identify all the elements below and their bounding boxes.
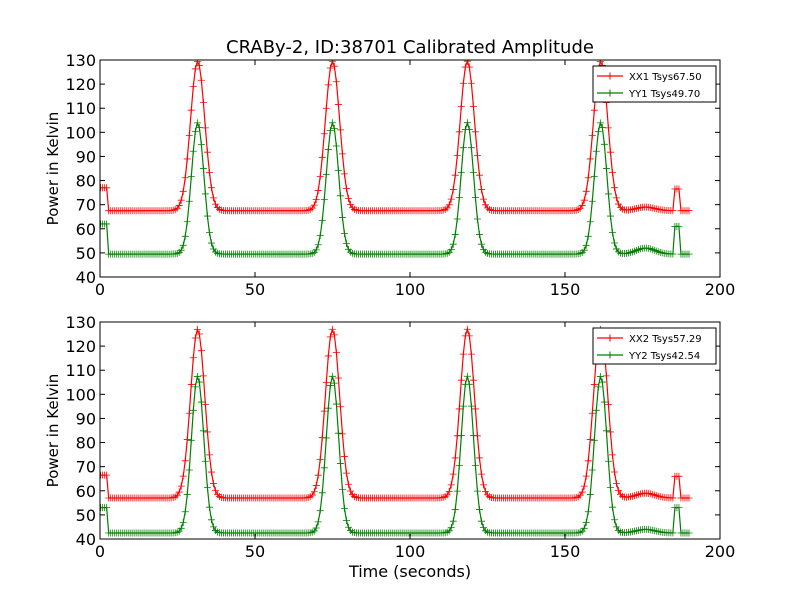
y-tick-label: 110: [65, 361, 96, 380]
x-tick-label: 50: [245, 542, 265, 561]
series-xx: [100, 60, 693, 215]
x-tick-label: 50: [245, 280, 265, 299]
legend-marker: [606, 334, 614, 342]
y-tick-label: 110: [65, 99, 96, 118]
figure-title: CRABy-2, ID:38701 Calibrated Amplitude: [226, 37, 594, 58]
series-yy: [100, 119, 693, 258]
series-markers: [100, 372, 693, 537]
x-tick-label: 0: [95, 542, 105, 561]
y-tick-label: 90: [76, 147, 96, 166]
y-tick-label: 60: [76, 482, 96, 501]
series-markers: [100, 325, 693, 502]
y-tick-label: 50: [76, 244, 96, 263]
y-tick-label: 70: [76, 458, 96, 477]
legend-label: YY2 Tsys42.54: [628, 351, 700, 362]
x-tick-label: 200: [705, 280, 736, 299]
y-tick-label: 120: [65, 75, 96, 94]
legend-label: XX2 Tsys57.29: [629, 334, 702, 345]
y-tick-label: 100: [65, 123, 96, 142]
series-markers: [100, 60, 693, 215]
series-yy: [100, 372, 693, 537]
x-tick-label: 0: [95, 280, 105, 299]
y-tick-label: 100: [65, 385, 96, 404]
y-tick-label: 130: [65, 313, 96, 332]
y-tick-label: 90: [76, 409, 96, 428]
x-tick-label: 150: [550, 542, 581, 561]
legend-marker: [606, 351, 614, 359]
legend-box: [592, 327, 717, 365]
legend-box: [592, 65, 717, 103]
x-tick-label: 150: [550, 280, 581, 299]
series-markers: [100, 119, 693, 258]
y-tick-label: 130: [65, 51, 96, 70]
x-tick-label: 200: [705, 542, 736, 561]
legend-label: XX1 Tsys67.50: [629, 72, 702, 83]
series-xx: [100, 325, 693, 502]
y-tick-label: 80: [76, 434, 96, 453]
legend-marker: [606, 89, 614, 97]
bottom-subplot: 0 50 100 150 200 40 50 60 70 80 90 100 110 120 130 Powe…: [44, 313, 735, 561]
top-subplot: 0 50 100 150 200 40 50 60 70 80 90 100 110 120 130 Powe…: [44, 51, 735, 299]
y-axis-label: Power in Kelvin: [44, 374, 62, 488]
y-axis-label: Power in Kelvin: [44, 112, 62, 226]
y-tick-label: 120: [65, 337, 96, 356]
legend: XX2 Tsys57.29 YY2 Tsys42.54: [592, 327, 717, 365]
legend: XX1 Tsys67.50 YY1 Tsys49.70: [592, 65, 717, 103]
y-tick-label: 80: [76, 172, 96, 191]
y-tick-label: 70: [76, 196, 96, 215]
y-tick-label: 60: [76, 220, 96, 239]
y-tick-label: 40: [76, 268, 96, 287]
legend-marker: [606, 72, 614, 80]
y-tick-label: 40: [76, 530, 96, 549]
x-axis-label: Time (seconds): [348, 562, 471, 581]
x-tick-label: 100: [395, 542, 426, 561]
x-tick-label: 100: [395, 280, 426, 299]
legend-label: YY1 Tsys49.70: [628, 89, 700, 100]
y-tick-label: 50: [76, 506, 96, 525]
